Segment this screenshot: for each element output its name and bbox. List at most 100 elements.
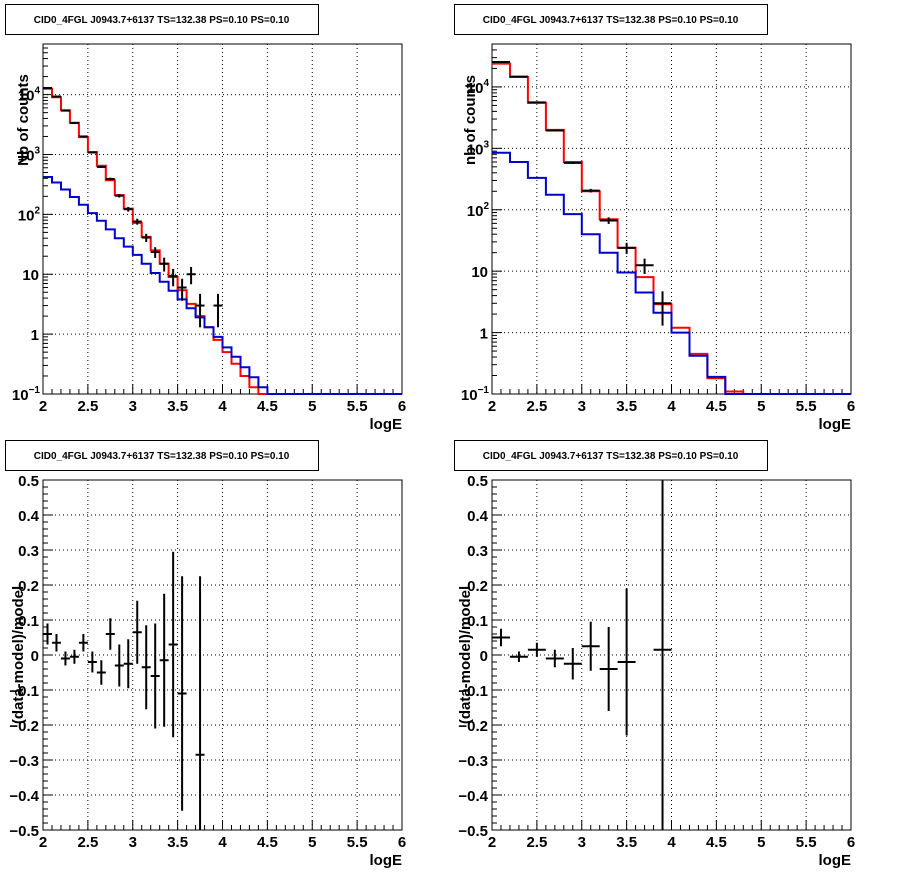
y-tick-label: 0.2 <box>467 578 488 595</box>
y-axis-label: (data-model)/model <box>457 586 474 724</box>
x-tick-label: 2 <box>39 834 47 851</box>
x-tick-label: 6 <box>398 834 406 851</box>
title-box <box>5 4 319 35</box>
y-tick-exponent: 4 <box>483 78 489 89</box>
data-point <box>509 651 528 662</box>
x-tick-label: 2 <box>39 398 47 415</box>
x-tick-label: 5.5 <box>347 834 368 851</box>
y-tick-label: 102 <box>18 205 41 224</box>
data-point <box>168 268 178 287</box>
x-tick-label: 3 <box>578 834 586 851</box>
panel-bottom-left: CID0_4FGL J0943.7+6137 TS=132.38 PS=0.10… <box>5 440 406 869</box>
x-tick-label: 3.5 <box>616 398 637 415</box>
x-axis-label: logE <box>370 852 403 869</box>
y-tick-label: 0.1 <box>467 613 488 630</box>
data-point <box>159 593 169 727</box>
y-axis-label: nb of counts <box>462 75 479 165</box>
chart-title: CID0_4FGL J0943.7+6137 TS=132.38 PS=0.10… <box>483 15 739 26</box>
y-tick-label: 10−1 <box>461 385 490 404</box>
x-tick-label: 5 <box>308 398 316 415</box>
data-point <box>150 247 160 258</box>
y-tick-label: 1 <box>31 327 39 344</box>
x-tick-label: 3.5 <box>167 834 188 851</box>
x-axis-label: logE <box>819 852 852 869</box>
x-tick-label: 3 <box>578 398 586 415</box>
y-tick-label: −0.5 <box>458 823 488 840</box>
data-point <box>617 588 636 736</box>
x-axis-label: logE <box>370 416 403 433</box>
x-tick-label: 6 <box>847 834 855 851</box>
data-point <box>114 644 124 687</box>
data-point <box>527 642 546 657</box>
y-tick-label: 10−1 <box>12 385 41 404</box>
x-tick-label: 5.5 <box>796 398 817 415</box>
data-point <box>60 109 70 112</box>
data-point <box>195 576 205 830</box>
y-tick-label: 0 <box>31 648 39 665</box>
data-point <box>213 293 223 328</box>
data-point <box>195 293 205 328</box>
data-point <box>141 233 151 242</box>
y-tick-label: −0.3 <box>9 753 39 770</box>
data-point <box>132 600 142 664</box>
x-tick-label: 3.5 <box>167 398 188 415</box>
y-tick-label: −0.4 <box>458 788 488 805</box>
title-box <box>454 4 768 35</box>
x-tick-label: 4.5 <box>257 398 278 415</box>
data-point <box>51 95 61 98</box>
x-tick-label: 3.5 <box>616 834 637 851</box>
y-tick-label: 0.2 <box>18 578 39 595</box>
x-tick-label: 6 <box>847 398 855 415</box>
x-tick-label: 2.5 <box>77 834 98 851</box>
data-point <box>527 101 546 104</box>
data-point <box>123 206 133 212</box>
data-point <box>141 625 151 710</box>
y-tick-label: 0.4 <box>467 508 489 525</box>
data-point <box>186 267 196 285</box>
panel-top-right: CID0_4FGL J0943.7+6137 TS=132.38 PS=0.10… <box>454 4 855 433</box>
x-tick-label: 4.5 <box>257 834 278 851</box>
x-tick-label: 5.5 <box>796 834 817 851</box>
x-tick-label: 4.5 <box>706 834 727 851</box>
chart-title: CID0_4FGL J0943.7+6137 TS=132.38 PS=0.10… <box>34 451 290 462</box>
x-tick-label: 4.5 <box>706 398 727 415</box>
data-point <box>150 623 160 729</box>
y-tick-exponent: 2 <box>34 205 40 216</box>
y-tick-label: 10 <box>22 267 39 284</box>
x-tick-label: 3 <box>129 398 137 415</box>
y-tick-label: 0.5 <box>18 473 39 490</box>
y-tick-exponent: 2 <box>483 201 489 212</box>
data-points <box>492 480 672 830</box>
data-point <box>123 639 133 689</box>
title-box <box>5 440 319 471</box>
data-point <box>177 576 187 811</box>
series-blue-histogram <box>492 151 851 395</box>
data-points <box>43 551 205 830</box>
x-tick-label: 4 <box>218 834 227 851</box>
x-tick-label: 5.5 <box>347 398 368 415</box>
y-axis-label: Nb of counts <box>15 74 32 166</box>
data-point <box>78 634 88 652</box>
y-tick-exponent: −1 <box>29 385 41 396</box>
data-point <box>545 129 564 132</box>
data-point <box>96 660 106 685</box>
y-tick-exponent: 3 <box>34 145 40 156</box>
data-points <box>492 60 672 326</box>
data-point <box>51 634 61 652</box>
panel-bottom-right: CID0_4FGL J0943.7+6137 TS=132.38 PS=0.10… <box>454 440 855 869</box>
data-point <box>581 188 600 193</box>
y-tick-label: 0.3 <box>18 543 39 560</box>
data-point <box>87 151 97 154</box>
data-points <box>43 86 223 328</box>
data-point <box>599 627 618 711</box>
y-tick-exponent: −1 <box>478 385 490 396</box>
y-tick-label: −0.2 <box>458 718 488 735</box>
data-point <box>581 621 600 671</box>
chart-title: CID0_4FGL J0943.7+6137 TS=132.38 PS=0.10… <box>483 451 739 462</box>
y-tick-label: 0.5 <box>467 473 488 490</box>
panel-top-left: CID0_4FGL J0943.7+6137 TS=132.38 PS=0.10… <box>5 4 406 433</box>
data-point <box>599 217 618 224</box>
x-tick-label: 4 <box>667 398 676 415</box>
y-tick-label: −0.5 <box>9 823 39 840</box>
